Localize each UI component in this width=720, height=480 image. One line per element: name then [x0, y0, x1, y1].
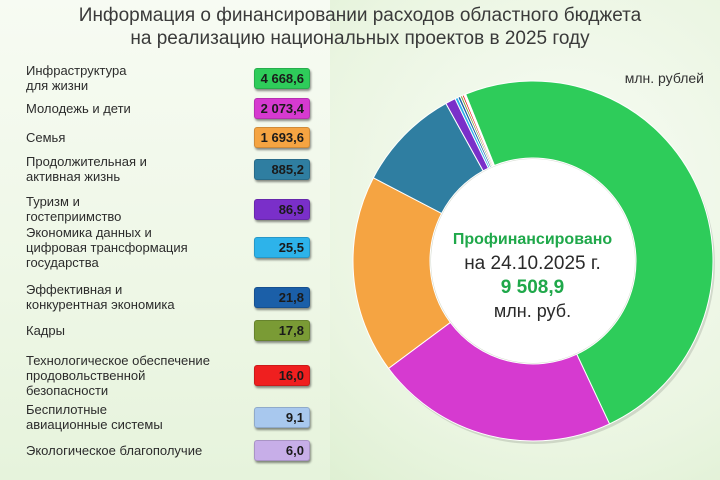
legend-label: Семья — [26, 130, 236, 145]
legend-label-line: продовольственной — [26, 367, 146, 383]
legend-label-line: Продолжительная и — [26, 154, 147, 169]
legend-value-badge: 4 668,6 — [254, 67, 310, 89]
legend-row: Туризм и гостеприимство 86,9 — [26, 192, 310, 226]
donut-slice — [464, 80, 714, 425]
legend-label-line: Эффективная и — [26, 282, 123, 297]
legend-value-badge: 21,8 — [254, 286, 310, 308]
legend-row: Эффективная и конкурентная экономика 21,8 — [26, 280, 310, 314]
chart-title: Информация о финансировании расходов обл… — [0, 4, 720, 50]
legend-label-line: для жизни — [26, 78, 89, 93]
donut-slice — [387, 321, 611, 442]
unit-label: млн. рублей — [624, 70, 704, 86]
legend-label: Эффективная и конкурентная экономика — [26, 282, 236, 312]
legend-row: Экономика данных и цифровая трансформация… — [26, 222, 310, 272]
legend-label: Инфраструктура для жизни — [26, 63, 236, 93]
legend-row: Инфраструктура для жизни 4 668,6 — [26, 62, 310, 94]
donut-hole — [431, 159, 635, 363]
legend-value-badge: 16,0 — [254, 364, 310, 386]
legend-value-badge: 2 073,4 — [254, 97, 310, 119]
legend-label-line: авиационные системы — [26, 417, 163, 432]
legend-label: Молодежь и дети — [26, 101, 236, 116]
legend-label-line: Беспилотные — [26, 402, 107, 417]
legend-value-badge: 885,2 — [254, 158, 310, 180]
donut-slice — [464, 93, 496, 167]
legend-value-badge: 25,5 — [254, 236, 310, 258]
title-line-1: Информация о финансировании расходов обл… — [78, 5, 642, 26]
legend-label-line: Туризм и — [26, 194, 80, 209]
legend-label-line: активная жизнь — [26, 169, 121, 184]
legend-value-badge: 6,0 — [254, 439, 310, 461]
legend-label-line: Семья — [26, 129, 66, 145]
center-unit-label: млн. руб. — [493, 301, 572, 321]
legend-row: Экологическое благополучие 6,0 — [26, 438, 310, 462]
legend-row: Молодежь и дети 2 073,4 — [26, 97, 310, 119]
legend-label: Кадры — [26, 323, 236, 338]
legend-label: Технологическое обеспечение продовольстве… — [26, 353, 236, 398]
legend-label-line: Кадры — [26, 322, 65, 338]
legend-label-line: цифровая трансформация — [26, 239, 188, 255]
legend-value-badge: 17,8 — [254, 319, 310, 341]
legend-label: Продолжительная и активная жизнь — [26, 154, 236, 184]
legend-row: Беспилотные авиационные системы 9,1 — [26, 400, 310, 434]
center-financed-label: Профинансировано — [452, 231, 613, 248]
legend-label-line: Инфраструктура — [26, 63, 127, 78]
legend-value-badge: 1 693,6 — [254, 126, 310, 148]
center-total-value: 9 508,9 — [500, 277, 565, 298]
legend-label-line: конкурентная экономика — [26, 297, 175, 312]
legend-row: Технологическое обеспечение продовольстве… — [26, 350, 310, 400]
center-date-label: на 24.10.2025 г. — [464, 253, 601, 274]
legend-label-line: Экологическое благополучие — [26, 442, 203, 458]
legend-value-badge: 86,9 — [254, 198, 310, 220]
legend-row: Кадры 17,8 — [26, 318, 310, 342]
legend-label-line: Молодежь и дети — [26, 100, 131, 116]
legend-label: Экологическое благополучие — [26, 443, 236, 458]
legend-label-line: безопасности — [26, 382, 109, 398]
legend-label: Беспилотные авиационные системы — [26, 402, 236, 432]
legend-value-badge: 9,1 — [254, 406, 310, 428]
legend-label: Экономика данных и цифровая трансформация… — [26, 225, 236, 270]
legend-label-line: Экономика данных и — [26, 224, 152, 240]
legend-label-line: Технологическое обеспечение — [26, 352, 210, 368]
legend-label: Туризм и гостеприимство — [26, 194, 236, 224]
legend-row: Продолжительная и активная жизнь 885,2 — [26, 152, 310, 186]
title-line-2: на реализацию национальных проектов в 20… — [130, 28, 590, 49]
legend-row: Семья 1 693,6 — [26, 126, 310, 148]
legend-label-line: гостеприимство — [26, 209, 122, 224]
legend-label-line: государства — [26, 254, 99, 270]
donut-center-text: Профинансировано на 24.10.2025 г. 9 508,… — [420, 230, 645, 322]
donut-slice — [352, 177, 452, 370]
